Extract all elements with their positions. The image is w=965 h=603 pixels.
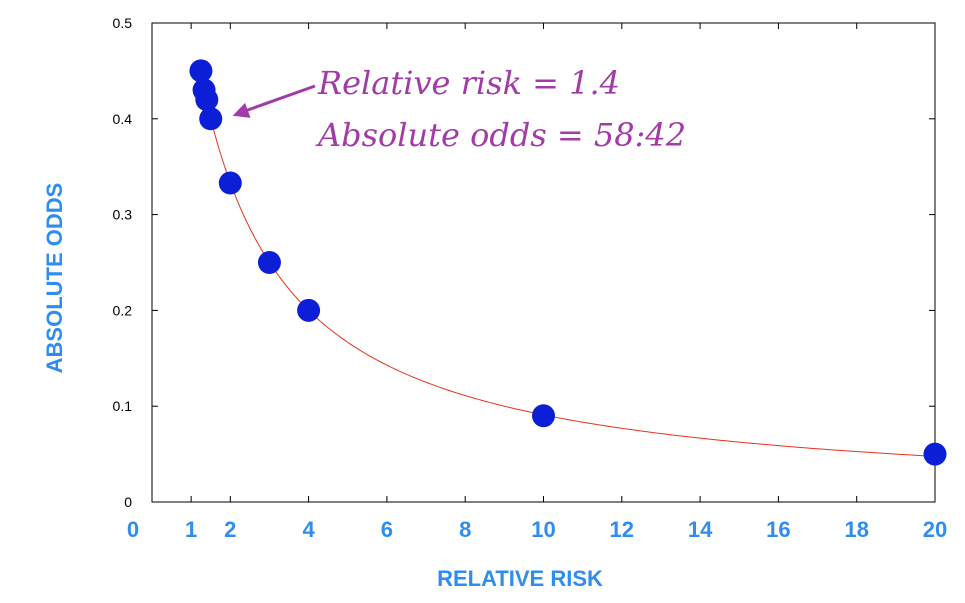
data-point	[195, 88, 219, 112]
y-axis-ticks: 0 0.1 0.2 0.3 0.4 0.5	[113, 15, 935, 510]
x-tick-label: 12	[610, 517, 634, 542]
data-point	[923, 442, 947, 466]
x-tick-label: 4	[302, 517, 315, 542]
data-point	[532, 404, 555, 428]
data-point	[218, 171, 242, 195]
x-axis-label: RELATIVE RISK	[437, 566, 603, 591]
y-tick-label: 0.5	[113, 15, 133, 31]
x-tick-label: 0	[127, 517, 139, 542]
annotation-arrow	[242, 84, 316, 114]
data-point	[199, 107, 223, 131]
y-tick-label: 0	[124, 494, 132, 510]
y-tick-label: 0.4	[113, 111, 133, 127]
x-tick-label: 1	[185, 517, 197, 542]
x-tick-label: 2	[224, 517, 236, 542]
y-axis-label: ABSOLUTE ODDS	[42, 183, 67, 374]
x-tick-label: 20	[923, 517, 947, 542]
y-tick-label: 0.3	[113, 207, 133, 223]
x-axis-ticks: 0 1 2 4 6 8 10 12 14 16 18 20	[127, 23, 947, 542]
y-tick-label: 0.2	[113, 302, 133, 318]
annotation: Relative risk = 1.4 Absolute odds = 58:4…	[232, 64, 686, 154]
fitted-curve	[198, 66, 936, 457]
x-tick-label: 14	[688, 517, 713, 542]
data-point	[297, 298, 321, 322]
x-tick-label: 8	[459, 517, 471, 542]
data-point	[189, 59, 213, 83]
data-point	[257, 251, 281, 274]
y-tick-label: 0.1	[113, 398, 133, 414]
annotation-line-2: Absolute odds = 58:42	[315, 116, 686, 154]
x-tick-label: 6	[381, 517, 393, 542]
data-points	[189, 59, 947, 466]
x-tick-label: 10	[531, 517, 555, 542]
annotation-arrowhead	[232, 102, 251, 118]
x-tick-label: 16	[766, 517, 790, 542]
x-tick-label: 18	[844, 517, 868, 542]
annotation-line-1: Relative risk = 1.4	[317, 64, 620, 102]
